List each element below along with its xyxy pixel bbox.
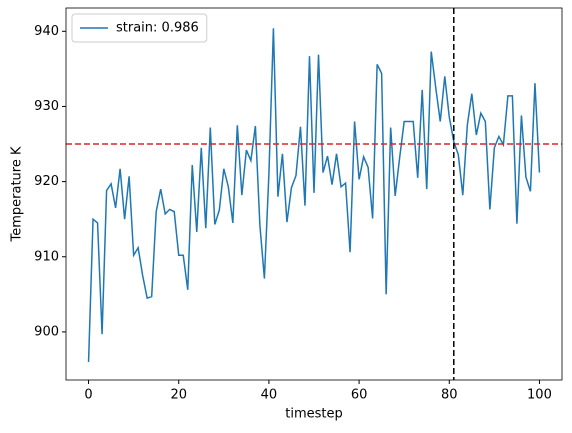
- y-tick-label: 900: [34, 324, 59, 339]
- y-tick-label: 920: [34, 174, 59, 189]
- x-tick-label: 0: [84, 388, 92, 403]
- y-tick-label: 930: [34, 99, 59, 114]
- plot-frame: [65, 7, 563, 381]
- y-tick-label: 940: [34, 24, 59, 39]
- y-axis-label: Temperature K: [10, 146, 25, 242]
- legend-box: [71, 13, 208, 43]
- x-tick-label: 40: [261, 388, 278, 403]
- x-tick-label: 80: [441, 388, 458, 403]
- y-tick-label: 910: [34, 249, 59, 264]
- x-axis-label: timestep: [285, 407, 343, 422]
- x-tick-label: 60: [351, 388, 368, 403]
- x-tick-label: 100: [527, 388, 552, 403]
- line: [87, 28, 541, 362]
- x-tick-label: 20: [170, 388, 187, 403]
- legend-label: strain: 0.986: [116, 21, 199, 36]
